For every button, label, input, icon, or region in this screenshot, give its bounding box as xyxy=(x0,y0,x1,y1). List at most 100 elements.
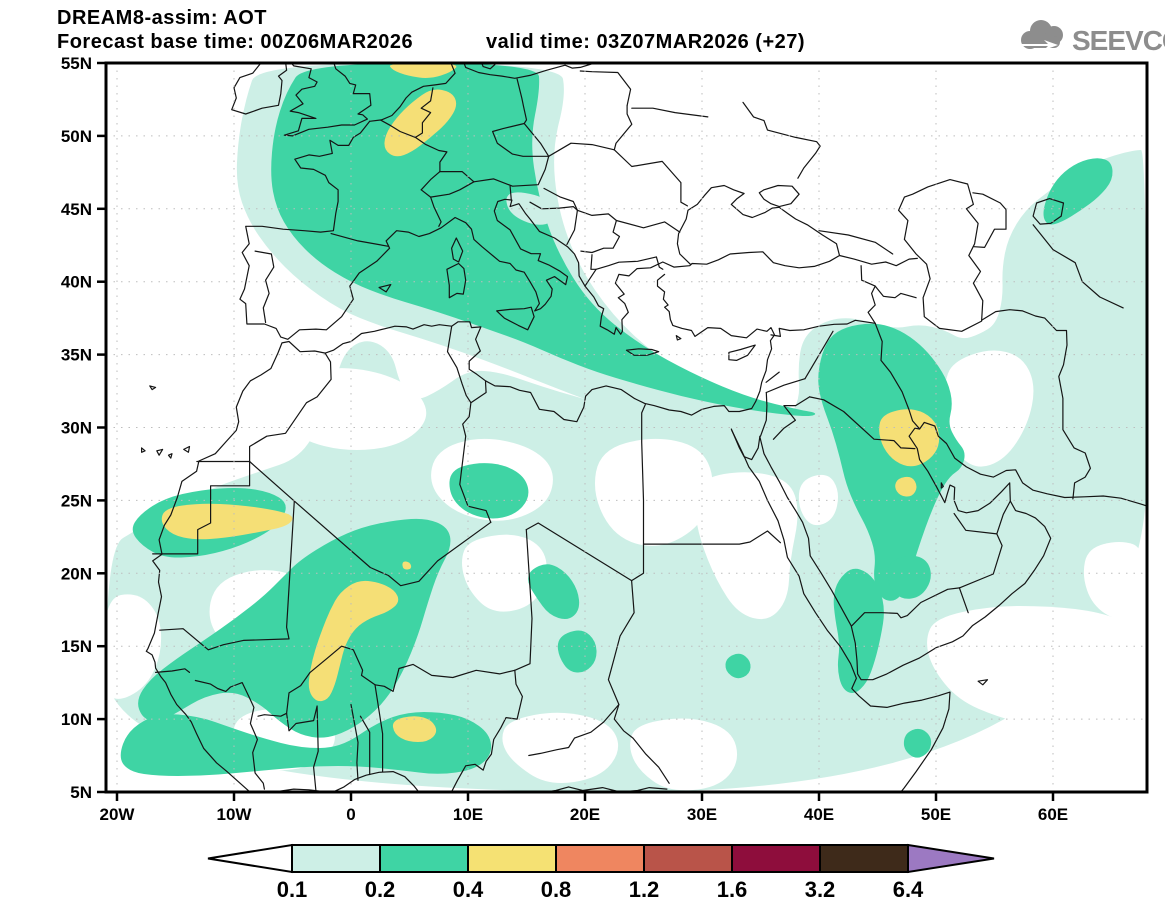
geo-line xyxy=(451,237,464,263)
geo-line xyxy=(625,348,660,356)
legend-value-label: 0.4 xyxy=(453,877,484,902)
contour-fill-region xyxy=(384,89,457,157)
geo-line xyxy=(283,63,372,137)
geo-line xyxy=(509,185,512,201)
geo-line xyxy=(156,448,164,456)
geo-line xyxy=(463,63,597,79)
geo-line xyxy=(528,703,620,757)
coastline-border-layer xyxy=(141,63,1147,792)
geo-line xyxy=(380,87,434,138)
contour-fill-region xyxy=(106,594,162,699)
geo-line xyxy=(270,771,420,792)
contour-fill-region xyxy=(887,555,931,599)
seevccc-logo: SEEVCCC xyxy=(1021,20,1165,56)
geo-line xyxy=(728,344,756,361)
lat-tick-label: 35N xyxy=(61,346,92,365)
legend-cell xyxy=(291,844,381,873)
lat-tick-label: 30N xyxy=(61,419,92,438)
lat-tick-label: 5N xyxy=(70,783,92,802)
geo-line xyxy=(953,512,1003,589)
geo-line xyxy=(183,445,191,453)
geo-line xyxy=(641,404,646,545)
grid-layer xyxy=(106,63,1147,792)
contour-fill-region xyxy=(895,476,917,497)
lat-tick-label: 10N xyxy=(61,710,92,729)
geo-line xyxy=(770,319,876,337)
lat-tick-label: 15N xyxy=(61,637,92,656)
geo-line xyxy=(851,587,960,627)
contour-fill-region xyxy=(630,718,738,791)
legend-cell xyxy=(467,844,557,873)
contour-fill-region xyxy=(161,503,293,540)
geo-line xyxy=(330,233,389,247)
geo-line xyxy=(940,482,944,489)
geo-line xyxy=(141,447,146,453)
contour-fill-region xyxy=(506,192,558,225)
geo-line xyxy=(759,391,768,437)
geo-line xyxy=(470,381,487,404)
geo-line xyxy=(194,679,265,790)
contour-fill-region xyxy=(449,463,529,519)
colorbar-legend: 0.1 0.2 0.4 0.8 1.2 1.6 3.2 6.4 xyxy=(207,843,995,902)
geo-line xyxy=(249,352,332,463)
geo-line xyxy=(613,149,688,207)
legend-value-label: 0.2 xyxy=(365,877,396,902)
contour-fill-region xyxy=(903,728,932,758)
lon-tick-label: 20E xyxy=(570,805,600,824)
geo-line xyxy=(731,429,951,792)
geo-line xyxy=(874,322,920,429)
geo-line xyxy=(675,335,682,341)
contour-fill-region xyxy=(594,438,713,546)
geo-line xyxy=(595,256,664,270)
legend-value-label: 0.1 xyxy=(277,877,308,902)
geo-line xyxy=(772,396,811,440)
geo-line xyxy=(369,63,456,122)
geo-line xyxy=(414,136,448,173)
lon-tick-label: 60E xyxy=(1038,805,1068,824)
geo-line xyxy=(958,587,969,614)
contour-fill-region xyxy=(725,653,751,679)
contour-fill-region xyxy=(308,580,399,702)
geo-line xyxy=(514,529,533,671)
legend-cell xyxy=(731,844,821,873)
axes-layer: 55N 50N 45N 40N 35N 30N 25N 20N 15N 10N 5N 20W 10W 0 1… xyxy=(61,54,1068,824)
geo-line xyxy=(167,453,173,459)
valid-time: valid time: 03Z07MAR2026 (+27) xyxy=(486,31,805,53)
geo-line xyxy=(450,669,523,792)
contour-fill-region xyxy=(502,712,619,783)
geo-line xyxy=(257,645,376,717)
legend-cell xyxy=(555,844,645,873)
contour-fill-region xyxy=(818,323,965,601)
legend-cell xyxy=(819,844,909,873)
contour-fill-region xyxy=(1083,542,1147,620)
geo-line xyxy=(254,250,275,324)
contour-fill-region xyxy=(798,474,838,526)
geo-line xyxy=(286,705,319,792)
figure-title: DREAM8-assim: AOT xyxy=(57,7,267,29)
geo-line xyxy=(874,285,917,299)
geo-line xyxy=(838,254,918,267)
lon-tick-label: 0 xyxy=(346,805,355,824)
lon-tick-label: 30E xyxy=(687,805,717,824)
contour-fill-region xyxy=(944,350,1034,467)
geo-line xyxy=(898,179,984,332)
geo-line xyxy=(642,530,781,545)
legend-cell xyxy=(643,844,733,873)
geo-line xyxy=(548,142,615,157)
geo-line xyxy=(231,63,288,115)
geo-line xyxy=(420,189,442,227)
geo-line xyxy=(607,580,670,784)
contour-fill-region xyxy=(833,568,884,693)
geo-line xyxy=(149,385,157,391)
legend-cell xyxy=(379,844,469,873)
geo-line xyxy=(378,284,392,293)
legend-value-label: 6.4 xyxy=(893,877,924,902)
geo-line xyxy=(152,460,251,555)
lat-tick-label: 50N xyxy=(61,127,92,146)
geo-line xyxy=(155,668,191,673)
lat-tick-label: 25N xyxy=(61,491,92,510)
contour-fill-region xyxy=(274,368,427,450)
geo-line xyxy=(996,500,1011,535)
geo-line xyxy=(446,262,467,299)
contour-fill-region xyxy=(392,716,437,742)
